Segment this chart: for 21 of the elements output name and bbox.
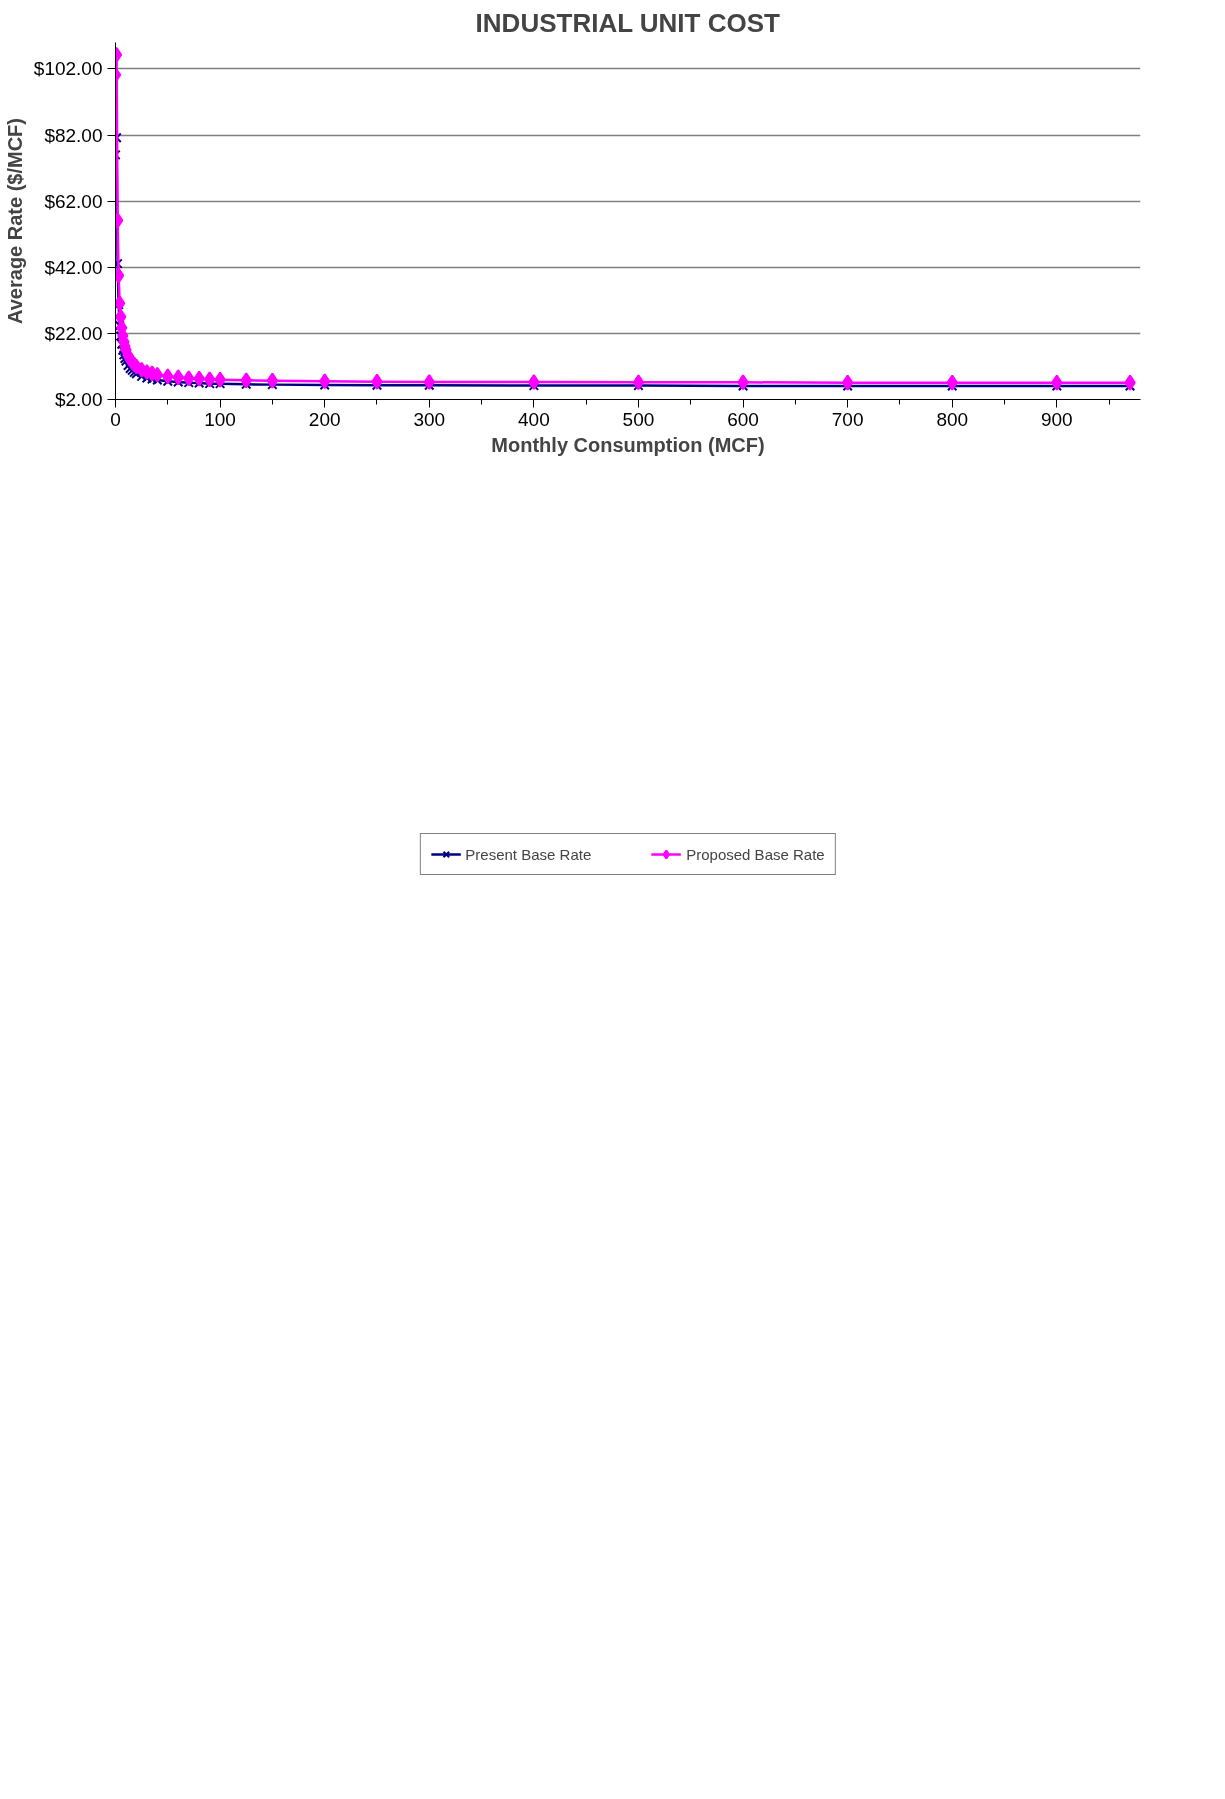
- y-axis-title: Average Rate ($/MCF): [3, 118, 26, 324]
- y-tick-label: $82.00: [44, 124, 103, 146]
- y-tick-label: $22.00: [44, 322, 103, 344]
- x-tick-label: 400: [518, 408, 550, 430]
- x-tick-label: 500: [622, 408, 655, 430]
- x-tick-label: 800: [936, 408, 969, 430]
- y-tick-label: $62.00: [44, 190, 103, 212]
- x-tick-label: 300: [413, 408, 446, 430]
- x-axis-title: Monthly Consumption (MCF): [491, 433, 765, 456]
- x-tick-label: 600: [727, 408, 759, 430]
- legend-label: Proposed Base Rate: [686, 845, 825, 863]
- x-tick-label: 100: [204, 408, 236, 430]
- chart-title: INDUSTRIAL UNIT COST: [475, 7, 781, 38]
- legend-label: Present Base Rate: [465, 845, 592, 863]
- y-tick-label: $2.00: [54, 389, 103, 410]
- y-tick-label: $102.00: [33, 58, 103, 80]
- x-tick-label: 900: [1040, 408, 1073, 430]
- x-tick-label: 700: [831, 408, 864, 430]
- y-tick-label: $42.00: [44, 256, 103, 278]
- x-tick-label: 0: [110, 408, 121, 430]
- x-tick-label: 200: [308, 408, 341, 430]
